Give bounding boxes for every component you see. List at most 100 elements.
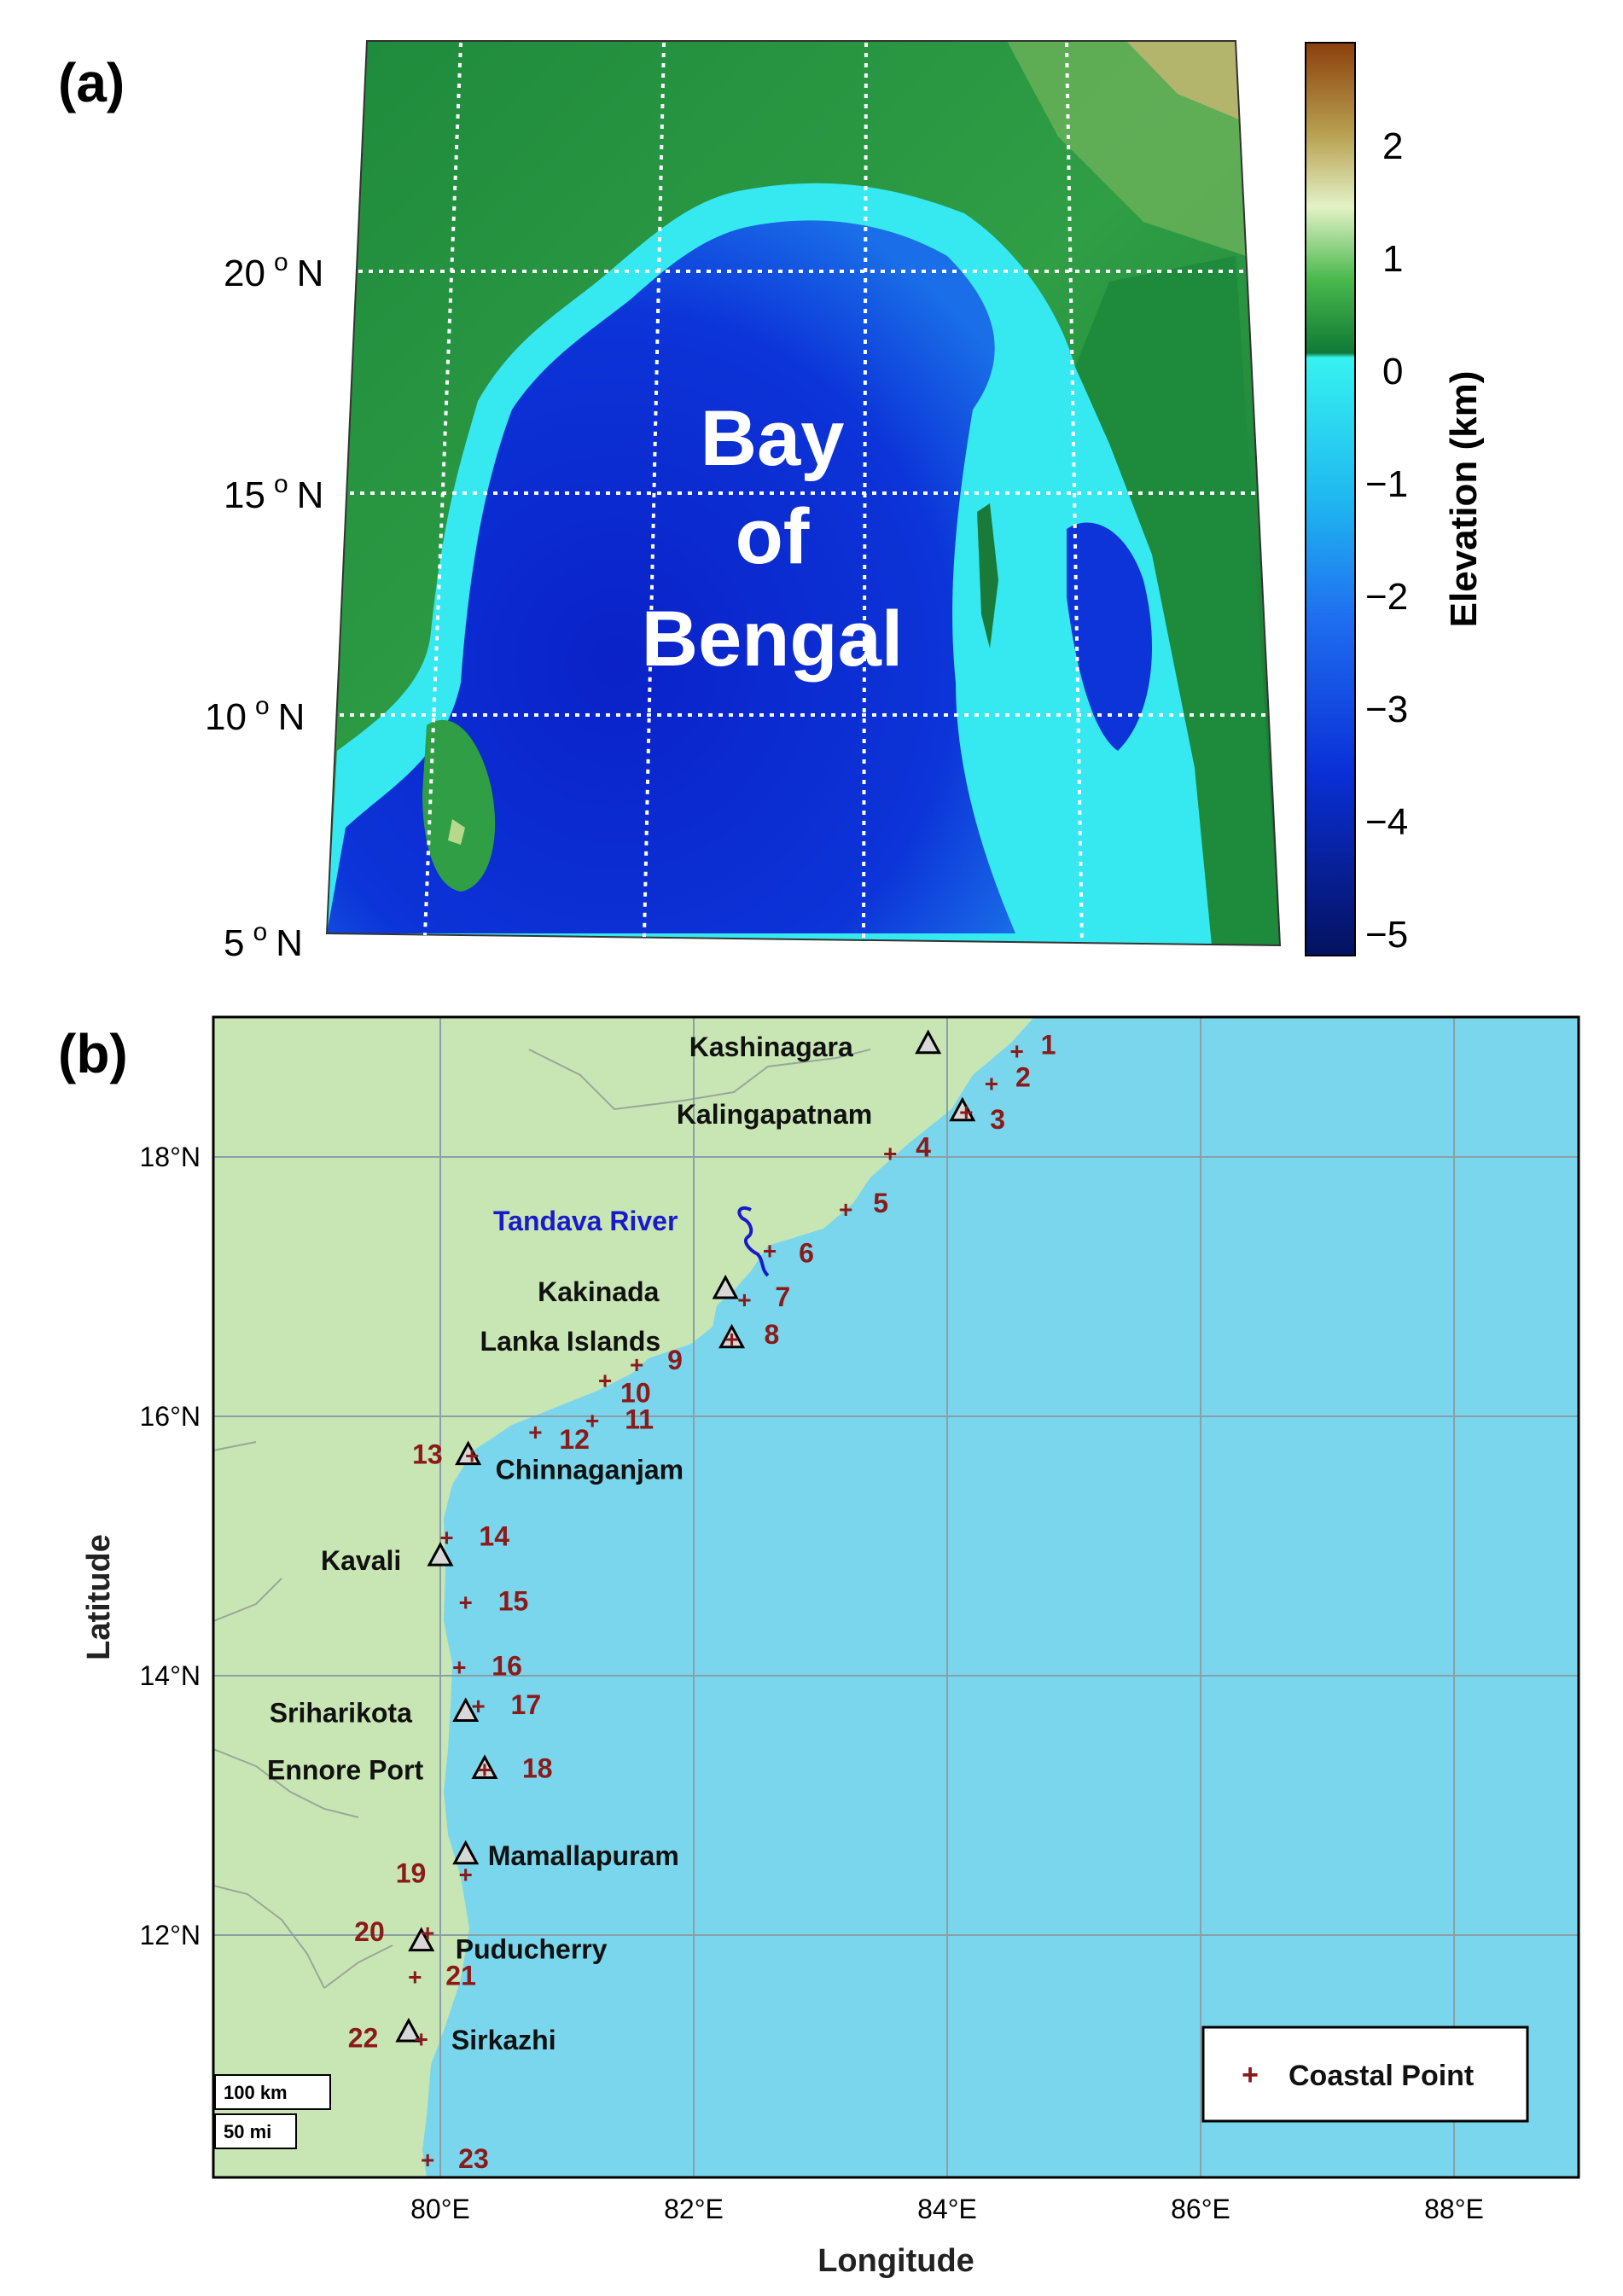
colorbar-tick: −3 — [1365, 689, 1408, 730]
region-label-line: of — [736, 493, 810, 580]
coastal-point-marker: + — [585, 1408, 599, 1434]
graticule — [340, 42, 1271, 944]
legend: + Coastal Point — [1201, 2026, 1529, 2123]
y-tick: 16°N — [140, 1401, 201, 1432]
place-label: Mamallapuram — [488, 1840, 679, 1871]
coastal-point-label: 16 — [492, 1650, 522, 1681]
coastal-point-marker: + — [763, 1237, 777, 1264]
coastal-point-label: 12 — [559, 1424, 590, 1455]
place-label: Kakinada — [538, 1276, 659, 1307]
coastal-point-marker: + — [737, 1287, 751, 1313]
coastal-point-label: 6 — [799, 1237, 814, 1268]
coastal-point-label: 2 — [1015, 1061, 1031, 1092]
coastal-point-marker: + — [471, 1693, 485, 1719]
coastal-points-layer: +1+ 2+ 3+ 4+ 5+ 6+ 7+ 8+ 9+ 10+ 11+ 12+13+ 14+ 15+ 16+… — [348, 1029, 1056, 2174]
place-marker-icon — [718, 1323, 746, 1349]
colorbar-tick: −1 — [1365, 463, 1408, 505]
colorbar-tick: −5 — [1365, 914, 1408, 956]
coastal-point-marker: + — [883, 1140, 897, 1166]
x-axis-label: Longitude — [817, 2243, 974, 2279]
coastal-point-label: 5 — [873, 1188, 888, 1218]
coastal-point-marker: + — [598, 1367, 612, 1393]
coastal-point-marker: + — [415, 2026, 428, 2053]
land-area — [213, 1017, 1034, 2177]
y-tick-labels: 18°N 16°N 14°N 12°N — [140, 1142, 201, 1950]
place-marker-icon — [452, 1840, 480, 1865]
panel-a-label: (a) — [58, 52, 125, 113]
places-layer: Kashinagara Kalingapatnam Kakinada Lanka Is… — [267, 1029, 976, 2055]
colorbar-label: Elevation (km) — [1443, 371, 1485, 628]
colorbar-tick: 0 — [1382, 351, 1403, 392]
coastal-point-label: 7 — [775, 1282, 790, 1312]
coastal-point-label: 22 — [348, 2023, 379, 2054]
tandava-river — [737, 1206, 770, 1277]
coastal-point-label: 1 — [1041, 1029, 1056, 1060]
colorbar — [1305, 42, 1356, 956]
place-marker-icon — [949, 1096, 976, 1122]
coastal-point-label: 11 — [625, 1404, 654, 1435]
x-tick: 82°E — [664, 2194, 724, 2224]
gridlines — [213, 1017, 1579, 2177]
legend-marker-icon: + — [1242, 2059, 1259, 2091]
place-label: Ennore Port — [267, 1754, 423, 1785]
panel-b-label: (b) — [58, 1023, 128, 1084]
coastal-point-marker: + — [459, 1589, 473, 1615]
coastal-point-label: 3 — [990, 1104, 1005, 1135]
region-label: Bay of Bengal — [642, 395, 904, 683]
y-tick: 18°N — [140, 1142, 201, 1172]
region-label-line: Bay — [701, 395, 845, 482]
coastal-point-marker: + — [421, 1920, 434, 1946]
coastal-point-marker: + — [465, 1443, 479, 1469]
colorbar-tick: 2 — [1382, 125, 1403, 167]
coastal-point-label: 19 — [396, 1858, 427, 1889]
place-label: Kavali — [321, 1545, 401, 1576]
place-marker-icon — [427, 1542, 454, 1567]
coastal-point-marker: + — [528, 1419, 542, 1445]
coastal-point-marker: + — [724, 1326, 738, 1352]
colorbar-tick: 1 — [1382, 238, 1403, 280]
place-label: Sriharikota — [270, 1698, 412, 1729]
scale-label-km: 100 km — [224, 2082, 288, 2103]
lat-tick-10: 10 o N — [205, 692, 305, 738]
coastal-point-label: 13 — [412, 1439, 443, 1470]
coastal-point-label: 14 — [479, 1520, 509, 1551]
place-marker-icon — [471, 1754, 498, 1779]
coastal-point-marker: + — [459, 1862, 473, 1888]
legend-label: Coastal Point — [1289, 2060, 1474, 2092]
coastal-point-marker: + — [839, 1196, 852, 1223]
coastal-point-label: 23 — [458, 2143, 489, 2174]
place-label: Kalingapatnam — [677, 1099, 872, 1130]
colorbar-tick: −4 — [1365, 801, 1408, 843]
coastal-point-label: 8 — [765, 1319, 780, 1350]
coastal-point-marker: + — [985, 1070, 998, 1096]
colorbar-tick: −2 — [1365, 576, 1408, 618]
coastal-point-marker: + — [478, 1756, 492, 1782]
x-tick: 86°E — [1171, 2194, 1230, 2224]
lat-tick-20: 20 o N — [224, 248, 323, 294]
place-marker-icon — [712, 1274, 739, 1299]
coastal-point-marker: + — [452, 1654, 466, 1680]
coastal-point-marker: + — [959, 1099, 973, 1125]
x-tick: 84°E — [917, 2194, 977, 2224]
x-tick: 80°E — [410, 2194, 470, 2224]
coastal-point-label: 21 — [445, 1961, 476, 1991]
place-marker-icon — [452, 1697, 480, 1723]
place-label: Sirkazhi — [451, 2025, 556, 2055]
coastal-point-label: 4 — [916, 1131, 931, 1162]
coastal-point-label: 15 — [498, 1585, 529, 1616]
coastal-point-label: 17 — [511, 1689, 542, 1720]
place-marker-icon — [915, 1029, 942, 1055]
scale-bar: 100 km 50 mi — [214, 2074, 331, 2149]
coastal-point-marker: + — [439, 1524, 453, 1550]
river-label: Tandava River — [493, 1206, 678, 1236]
place-marker-icon — [455, 1440, 482, 1466]
state-borders — [213, 1049, 871, 1989]
place-label: Lanka Islands — [480, 1326, 661, 1357]
coastal-point-label: 20 — [354, 1916, 385, 1947]
place-label: Kashinagara — [689, 1032, 853, 1062]
coastal-point-marker: + — [421, 2147, 434, 2173]
